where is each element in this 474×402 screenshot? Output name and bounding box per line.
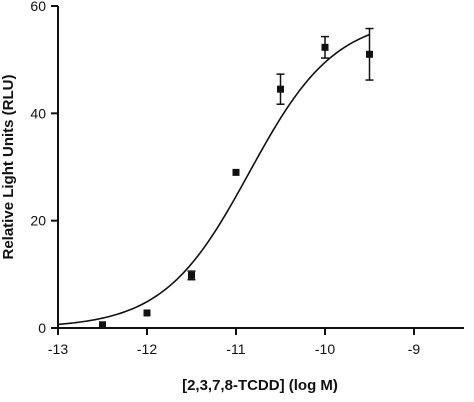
- axis-ticks: -13 -12 -11 -10 -9 0 20 40 60: [30, 0, 420, 357]
- x-tick-label: -11: [226, 341, 245, 357]
- x-tick-label: -9: [408, 341, 421, 357]
- x-tick-label: -12: [137, 341, 157, 357]
- data-points: [99, 27, 374, 329]
- data-point: [188, 271, 195, 279]
- x-tick-label: -10: [315, 341, 335, 357]
- y-tick-label: 0: [38, 320, 46, 336]
- data-point: [366, 50, 373, 58]
- x-axis-title: [2,3,7,8-TCDD] (log M): [182, 377, 338, 394]
- data-point: [232, 168, 240, 176]
- data-point: [99, 321, 106, 329]
- y-tick-label: 40: [30, 105, 46, 121]
- plot-area: -13 -12 -11 -10 -9 0 20 40 60: [30, 0, 464, 357]
- y-tick-label: 60: [30, 0, 46, 14]
- x-tick-label: -13: [48, 341, 68, 357]
- data-point: [143, 309, 151, 317]
- fit-curve: [57, 33, 370, 326]
- y-tick-label: 20: [30, 213, 46, 229]
- y-axis-title: Relative Light Units (RLU): [0, 74, 17, 259]
- data-point: [277, 85, 284, 93]
- data-point: [321, 43, 329, 51]
